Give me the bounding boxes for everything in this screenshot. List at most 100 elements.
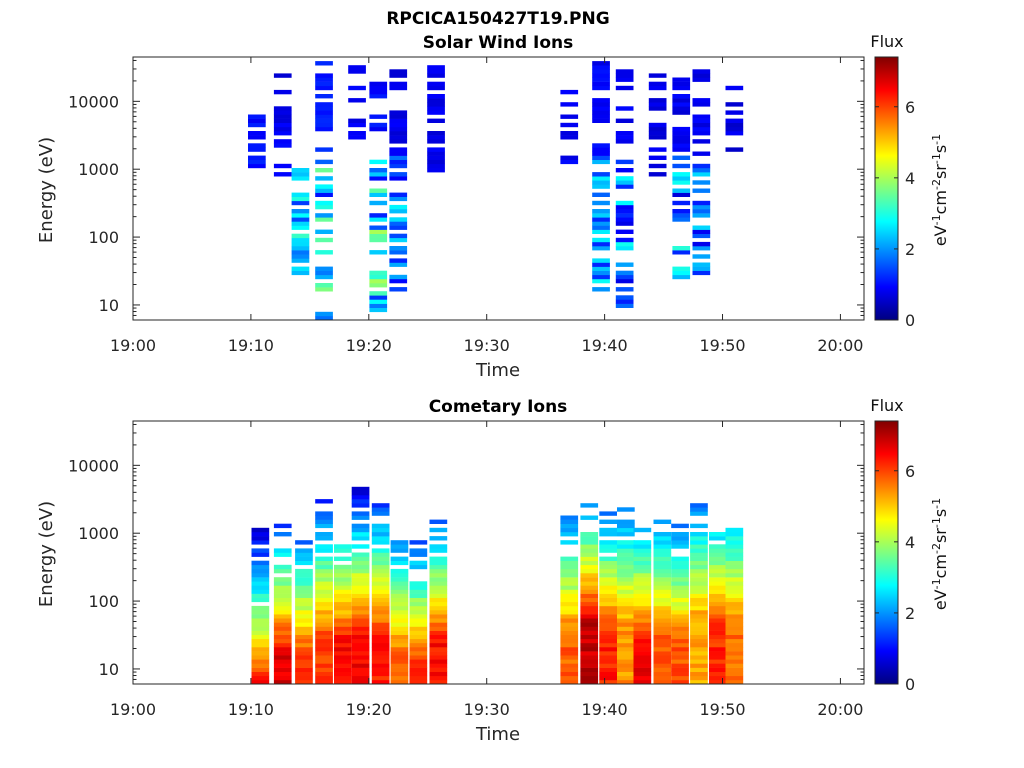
flux-cell: [315, 270, 333, 276]
flux-cell: [580, 532, 599, 537]
flux-cell: [709, 532, 727, 537]
flux-cell: [617, 626, 635, 631]
flux-cell: [427, 65, 445, 70]
flux-cell: [617, 548, 635, 553]
flux-cell: [251, 618, 270, 623]
flux-cell: [671, 589, 689, 594]
flux-cell: [633, 634, 652, 640]
y-tick-label: 10000: [68, 456, 119, 475]
flux-cell: [389, 192, 408, 197]
flux-cell: [560, 667, 579, 672]
flux-cell: [273, 655, 292, 660]
flux-cell: [371, 527, 390, 533]
flux-cell: [617, 577, 635, 582]
flux-cell: [295, 634, 313, 640]
x-tick-label: 19:20: [346, 700, 392, 719]
flux-cell: [427, 85, 445, 91]
flux-cell: [389, 163, 408, 169]
flux-cell: [291, 225, 310, 230]
y-axis-label: Energy (eV): [36, 137, 57, 243]
flux-cell: [409, 679, 428, 684]
flux-cell: [390, 593, 409, 598]
flux-cell: [291, 254, 310, 259]
plot-frame: [132, 420, 865, 685]
flux-cell: [648, 163, 667, 169]
flux-cell: [580, 610, 599, 615]
flux-cell: [315, 204, 333, 210]
flux-cell: [633, 655, 652, 660]
flux-cell: [273, 647, 292, 652]
flux-cell: [251, 552, 270, 557]
flux-cell: [371, 511, 390, 516]
flux-cell: [295, 614, 313, 619]
flux-cell: [369, 188, 388, 193]
flux-cell: [672, 200, 691, 206]
flux-cell: [351, 655, 370, 660]
flux-cell: [295, 589, 313, 594]
flux-cell: [390, 605, 409, 611]
flux-cell: [560, 593, 579, 598]
flux-cell: [427, 102, 445, 107]
flux-cell: [615, 135, 634, 140]
flux-cell: [599, 519, 617, 524]
flux-cell: [371, 618, 390, 623]
flux-cell: [615, 131, 634, 136]
spectrogram-cells: [251, 486, 744, 684]
flux-cell: [690, 667, 708, 672]
flux-cell: [315, 638, 333, 644]
flux-cell: [617, 671, 635, 677]
flux-cell: [725, 601, 744, 607]
flux-cell: [580, 614, 599, 619]
flux-cell: [273, 638, 292, 644]
flux-cell: [389, 262, 408, 267]
flux-cell: [315, 651, 333, 656]
flux-cell: [709, 675, 727, 681]
flux-cell: [709, 564, 727, 570]
flux-cell: [427, 155, 445, 160]
flux-cell: [351, 614, 370, 619]
flux-cell: [709, 593, 727, 598]
flux-cell: [291, 200, 310, 206]
flux-cell: [725, 679, 744, 684]
flux-cell: [692, 209, 711, 214]
flux-cell: [429, 585, 448, 590]
flux-cell: [295, 626, 313, 631]
flux-cell: [351, 634, 370, 640]
flux-cell: [251, 647, 270, 652]
flux-cell: [617, 675, 635, 681]
flux-cell: [592, 81, 610, 87]
flux-cell: [615, 118, 634, 123]
flux-cell: [653, 667, 672, 672]
flux-cell: [592, 241, 610, 247]
flux-cell: [251, 564, 270, 570]
flux-cell: [725, 634, 744, 640]
flux-cell: [648, 135, 667, 140]
flux-cell: [409, 642, 428, 648]
flux-cell: [672, 274, 691, 280]
flux-cell: [671, 577, 689, 582]
flux-cell: [580, 626, 599, 631]
flux-cell: [560, 589, 579, 594]
flux-cell: [369, 126, 388, 132]
flux-cell: [251, 667, 270, 672]
flux-cell: [371, 532, 390, 537]
flux-cell: [560, 122, 579, 128]
flux-cell: [672, 250, 691, 255]
flux-cell: [599, 577, 617, 582]
flux-cell: [315, 663, 333, 668]
flux-cell: [672, 180, 691, 185]
flux-cell: [429, 622, 448, 627]
flux-cell: [371, 626, 390, 631]
flux-cell: [725, 548, 744, 553]
flux-cell: [273, 143, 292, 148]
flux-cell: [390, 589, 409, 594]
flux-cell: [389, 81, 408, 87]
flux-cell: [371, 655, 390, 660]
flux-cell: [248, 131, 266, 136]
flux-cell: [371, 507, 390, 512]
flux-cell: [389, 151, 408, 156]
flux-cell: [429, 651, 448, 656]
colorbar-unit: eV-1cm-2sr-1s-1: [930, 134, 950, 246]
flux-cell: [617, 519, 635, 524]
flux-cell: [390, 647, 409, 652]
